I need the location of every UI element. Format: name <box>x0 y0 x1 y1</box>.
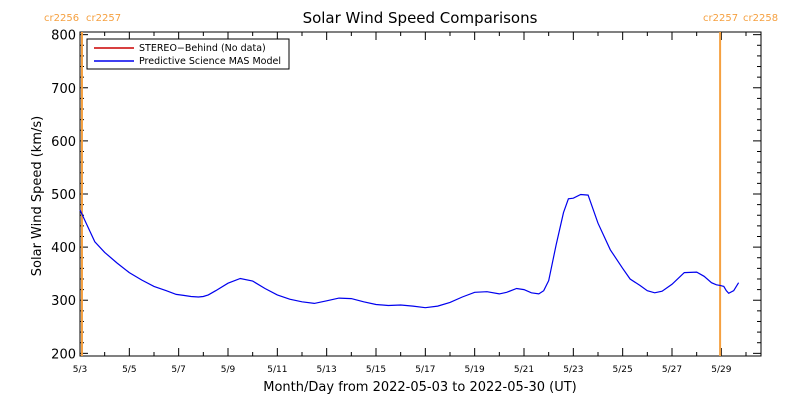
carrington-label-left-1: cr2256 <box>44 13 79 24</box>
legend: STEREO−Behind (No data) Predictive Scien… <box>86 38 290 70</box>
legend-box <box>86 38 290 70</box>
y-tick-label: 200 <box>51 347 76 362</box>
y-tick-label: 800 <box>51 29 76 44</box>
carrington-label-right-1: cr2257 <box>86 13 121 24</box>
y-tick-label: 300 <box>51 294 76 309</box>
y-axis-label: Solar Wind Speed (km/s) <box>30 116 45 276</box>
x-tick-label: 5/5 <box>122 365 136 375</box>
x-tick-label: 5/27 <box>662 365 682 375</box>
x-axis-label: Month/Day from 2022-05-03 to 2022-05-30 … <box>263 380 576 395</box>
y-tick-label: 500 <box>51 188 76 203</box>
x-tick-label: 5/9 <box>221 365 236 375</box>
carrington-top-labels: cr2256 cr2257 cr2257 cr2258 <box>44 13 778 24</box>
chart-title: Solar Wind Speed Comparisons <box>303 9 538 27</box>
legend-label-model: Predictive Science MAS Model <box>139 56 281 67</box>
x-tick-label: 5/11 <box>267 365 287 375</box>
x-tick-label: 5/23 <box>563 365 583 375</box>
x-tick-label: 5/19 <box>465 365 485 375</box>
carrington-label-right-2: cr2258 <box>743 13 778 24</box>
x-tick-label: 5/21 <box>514 365 534 375</box>
y-tick-label: 700 <box>51 82 76 97</box>
x-tick-label: 5/13 <box>317 365 337 375</box>
x-tick-label: 5/25 <box>613 365 633 375</box>
x-tick-label: 5/29 <box>711 365 731 375</box>
carrington-markers <box>80 32 722 356</box>
legend-label-stereo: STEREO−Behind (No data) <box>139 43 266 54</box>
x-tick-label: 5/7 <box>171 365 185 375</box>
y-axis: 200 300 400 500 600 700 800 <box>51 29 761 362</box>
y-tick-label: 600 <box>51 135 76 150</box>
x-axis: 5/3 5/5 5/7 5/9 5/11 5/13 5/15 5/17 5/19 5/21 5/23… <box>73 32 747 375</box>
x-tick-label: 5/15 <box>366 365 386 375</box>
x-tick-label: 5/17 <box>415 365 435 375</box>
y-tick-label: 400 <box>51 241 76 256</box>
model-series-line <box>79 193 740 309</box>
carrington-label-left-2: cr2257 <box>703 13 738 24</box>
x-tick-label: 5/3 <box>73 365 87 375</box>
